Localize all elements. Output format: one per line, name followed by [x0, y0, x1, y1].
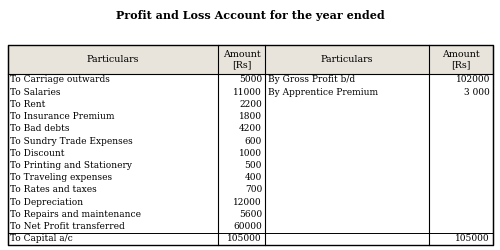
- Text: 400: 400: [245, 173, 262, 182]
- Text: Particulars: Particulars: [86, 55, 139, 64]
- Text: To Net Profit transferred: To Net Profit transferred: [10, 222, 125, 231]
- Text: 60000: 60000: [234, 222, 262, 231]
- Text: Amount
[Rs]: Amount [Rs]: [442, 50, 480, 69]
- Text: 5600: 5600: [239, 210, 262, 219]
- Text: 1000: 1000: [239, 149, 262, 158]
- Text: 4200: 4200: [239, 124, 262, 133]
- Text: 12000: 12000: [234, 198, 262, 207]
- Text: To Traveling expenses: To Traveling expenses: [10, 173, 113, 182]
- Text: 5000: 5000: [239, 75, 262, 84]
- Bar: [8, 45, 218, 74]
- Text: 700: 700: [245, 186, 262, 194]
- Text: 500: 500: [244, 161, 262, 170]
- Text: To Bad debts: To Bad debts: [10, 124, 70, 133]
- Text: To Salaries: To Salaries: [10, 88, 61, 96]
- Text: To Carriage outwards: To Carriage outwards: [10, 75, 110, 84]
- Text: By Apprentice Premium: By Apprentice Premium: [268, 88, 378, 96]
- Text: To Rent: To Rent: [10, 100, 46, 109]
- Text: To Rates and taxes: To Rates and taxes: [10, 186, 97, 194]
- Text: 1800: 1800: [239, 112, 262, 121]
- Text: 102000: 102000: [456, 75, 490, 84]
- Text: To Repairs and maintenance: To Repairs and maintenance: [10, 210, 141, 219]
- Text: Profit and Loss Account for the year ended: Profit and Loss Account for the year end…: [116, 10, 384, 21]
- Bar: [430, 45, 492, 74]
- Text: 3 000: 3 000: [464, 88, 490, 96]
- Text: 11000: 11000: [234, 88, 262, 96]
- Bar: [264, 45, 430, 74]
- Bar: [8, 45, 492, 245]
- Text: 105000: 105000: [456, 234, 490, 244]
- Text: Amount
[Rs]: Amount [Rs]: [222, 50, 260, 69]
- Text: To Printing and Stationery: To Printing and Stationery: [10, 161, 132, 170]
- Text: To Insurance Premium: To Insurance Premium: [10, 112, 115, 121]
- Text: 600: 600: [245, 136, 262, 145]
- Text: To Capital a/c: To Capital a/c: [10, 234, 73, 244]
- Text: 2200: 2200: [240, 100, 262, 109]
- Text: To Discount: To Discount: [10, 149, 65, 158]
- Text: To Sundry Trade Expenses: To Sundry Trade Expenses: [10, 136, 133, 145]
- Text: By Gross Profit b/d: By Gross Profit b/d: [268, 75, 354, 84]
- Bar: [218, 45, 264, 74]
- Text: Particulars: Particulars: [321, 55, 373, 64]
- Text: 105000: 105000: [228, 234, 262, 244]
- Bar: [8, 45, 492, 245]
- Text: To Depreciation: To Depreciation: [10, 198, 84, 207]
